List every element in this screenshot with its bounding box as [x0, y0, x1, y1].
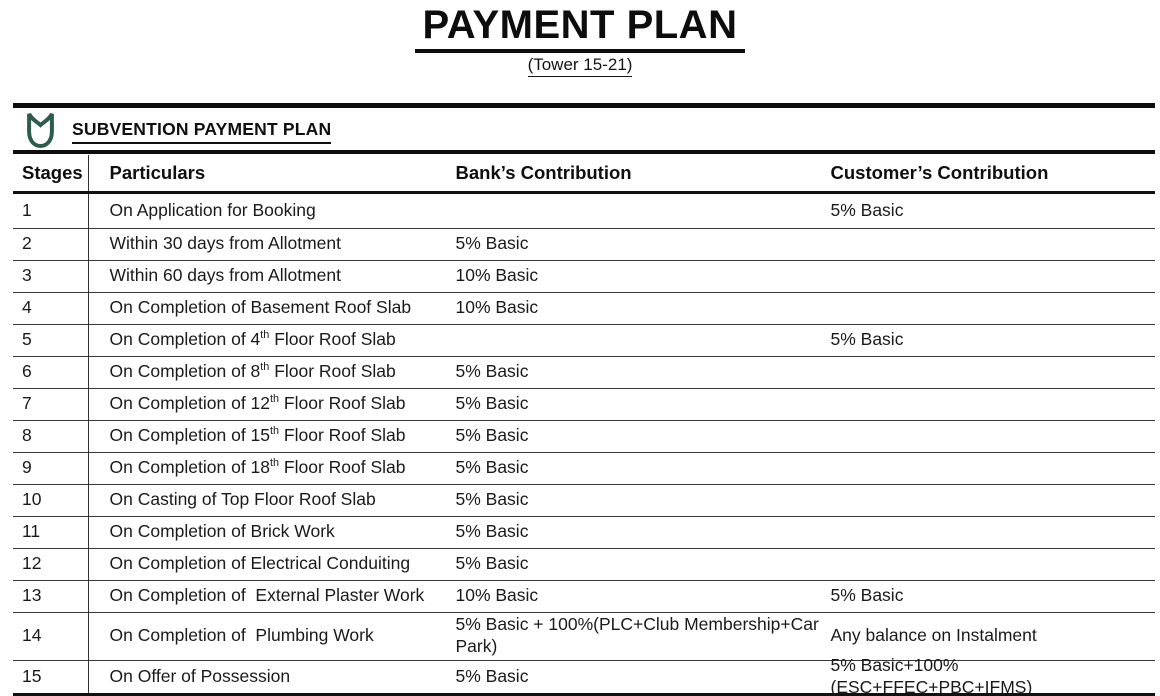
stage-cell: 10	[13, 484, 89, 516]
column-header-stages: Stages	[13, 154, 89, 191]
particulars-cell: On Completion of 8th Floor Roof Slab	[109, 361, 396, 382]
bank-contribution-cell: 10% Basic	[455, 265, 539, 286]
table-row: 11 On Completion of Brick Work 5% Basic	[13, 515, 1155, 548]
table-row: 6 On Completion of 8th Floor Roof Slab 5% …	[13, 355, 1155, 388]
column-header-particulars: Particulars	[109, 161, 206, 183]
particulars-cell: Within 30 days from Allotment	[109, 233, 341, 254]
customer-contribution-cell: Any balance on Instalment	[830, 625, 1037, 646]
table-row: 2 Within 30 days from Allotment 5% Basic	[13, 227, 1155, 260]
particulars-cell: Within 60 days from Allotment	[109, 265, 341, 286]
stage-cell: 1	[13, 193, 89, 228]
particulars-cell: On Completion of Basement Roof Slab	[109, 297, 412, 318]
bank-contribution-cell: 5% Basic	[455, 489, 529, 510]
customer-contribution-cell: 5% Basic	[830, 199, 904, 220]
title-wrap: PAYMENT PLAN	[0, 2, 1160, 53]
tulip-shield-path	[27, 112, 54, 148]
column-header-customer-contribution: Customer’s Contribution	[830, 161, 1049, 183]
stage-cell: 7	[13, 388, 89, 420]
particulars-cell: On Completion of 15th Floor Roof Slab	[109, 425, 406, 446]
page-title: PAYMENT PLAN	[414, 2, 746, 53]
stage-cell: 11	[13, 516, 89, 548]
table-row: 1 On Application for Booking 5% Basic	[13, 193, 1155, 228]
table-row: 5 On Completion of 4th Floor Roof Slab 5% …	[13, 323, 1155, 356]
tulip-shield-icon	[27, 112, 54, 148]
particulars-cell: On Completion of 12th Floor Roof Slab	[109, 393, 406, 414]
stage-cell: 9	[13, 452, 89, 484]
table-row: 13 On Completion of External Plaster Work…	[13, 579, 1155, 612]
table-row: 14 On Completion of Plumbing Work 5% Basic…	[13, 611, 1155, 660]
bank-contribution-cell: 5% Basic	[455, 665, 529, 686]
stage-cell: 8	[13, 420, 89, 452]
column-header-bank-contribution: Bank’s Contribution	[455, 161, 632, 183]
stage-cell: 5	[13, 324, 89, 356]
bank-contribution-cell: 10% Basic	[455, 585, 539, 606]
stage-cell: 6	[13, 356, 89, 388]
bank-contribution-cell: 5% Basic	[455, 553, 529, 574]
bank-contribution-cell: 5% Basic	[455, 393, 529, 414]
particulars-cell: On Offer of Possession	[109, 665, 291, 686]
table-row: 8 On Completion of 15th Floor Roof Slab 5%…	[13, 419, 1155, 452]
section-divider	[13, 150, 1155, 154]
stage-cell: 14	[13, 612, 89, 660]
bank-contribution-cell: 5% Basic	[455, 425, 529, 446]
table-header-row: Stages Particulars Bank’s Contribution C…	[13, 154, 1155, 194]
stage-cell: 2	[13, 228, 89, 260]
table-row: 4 On Completion of Basement Roof Slab 10% …	[13, 291, 1155, 324]
stage-cell: 13	[13, 580, 89, 612]
table-row: 3 Within 60 days from Allotment 10% Basic	[13, 259, 1155, 292]
table-row: 9 On Completion of 18th Floor Roof Slab 5%…	[13, 451, 1155, 484]
table-row: 15 On Offer of Possession 5% Basic 5% Basic…	[13, 655, 1155, 696]
stage-cell: 3	[13, 260, 89, 292]
particulars-cell: On Completion of 4th Floor Roof Slab	[109, 329, 396, 350]
particulars-cell: On Casting of Top Floor Roof Slab	[109, 489, 376, 510]
bank-contribution-cell: 10% Basic	[455, 297, 539, 318]
bank-contribution-cell: 5% Basic	[455, 361, 529, 382]
table-body: 1 On Application for Booking 5% Basic 2 With…	[13, 193, 1155, 696]
stage-cell: 15	[13, 660, 89, 693]
customer-contribution-cell: 5% Basic	[830, 329, 904, 350]
particulars-cell: On Completion of Plumbing Work	[109, 625, 374, 646]
stage-cell: 4	[13, 292, 89, 324]
customer-contribution-cell: 5% Basic	[830, 585, 904, 606]
bank-contribution-cell: 5% Basic	[455, 521, 529, 542]
section-heading: SUBVENTION PAYMENT PLAN	[72, 119, 332, 144]
stage-cell: 12	[13, 548, 89, 580]
particulars-cell: On Completion of Electrical Conduiting	[109, 553, 411, 574]
table-row: 10 On Casting of Top Floor Roof Slab 5% Ba…	[13, 483, 1155, 516]
bank-contribution-cell: 5% Basic + 100%(PLC+Club Membership+Car …	[455, 614, 824, 656]
particulars-cell: On Completion of 18th Floor Roof Slab	[109, 457, 406, 478]
table-row: 7 On Completion of 12th Floor Roof Slab 5%…	[13, 387, 1155, 420]
bank-contribution-cell: 5% Basic	[455, 457, 529, 478]
payment-table: Stages Particulars Bank’s Contribution C…	[13, 154, 1155, 696]
page-subtitle: (Tower 15-21)	[527, 55, 633, 77]
bank-contribution-cell: 5% Basic	[455, 233, 529, 254]
particulars-cell: On Completion of Brick Work	[109, 521, 335, 542]
subtitle-wrap: (Tower 15-21)	[0, 55, 1160, 77]
table-row: 12 On Completion of Electrical Conduiting…	[13, 547, 1155, 580]
particulars-cell: On Completion of External Plaster Work	[109, 585, 425, 606]
top-divider	[13, 103, 1155, 108]
customer-contribution-cell: 5% Basic+100%(ESC+FFEC+PBC+IFMS)	[830, 654, 1033, 696]
particulars-cell: On Application for Booking	[109, 199, 316, 220]
